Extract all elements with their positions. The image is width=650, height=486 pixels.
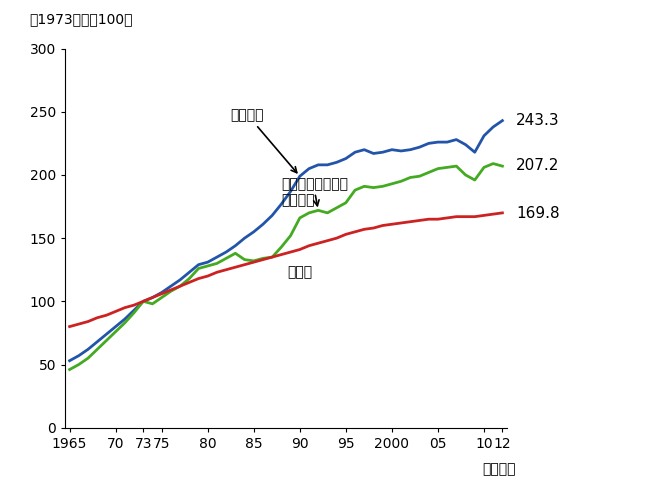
Text: 169.8: 169.8 — [516, 206, 560, 221]
Text: （年度）: （年度） — [482, 462, 516, 476]
Text: 243.3: 243.3 — [516, 113, 560, 128]
Text: 世帯数: 世帯数 — [287, 265, 313, 279]
Text: （1973年度＝100）: （1973年度＝100） — [30, 12, 133, 26]
Text: 個人消費: 個人消費 — [231, 108, 297, 173]
Text: 家庭用エネルギー
ギー消費: 家庭用エネルギー ギー消費 — [281, 177, 348, 208]
Text: 207.2: 207.2 — [516, 158, 560, 174]
